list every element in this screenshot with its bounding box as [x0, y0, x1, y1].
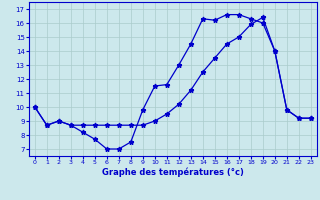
X-axis label: Graphe des températures (°c): Graphe des températures (°c) [102, 168, 244, 177]
